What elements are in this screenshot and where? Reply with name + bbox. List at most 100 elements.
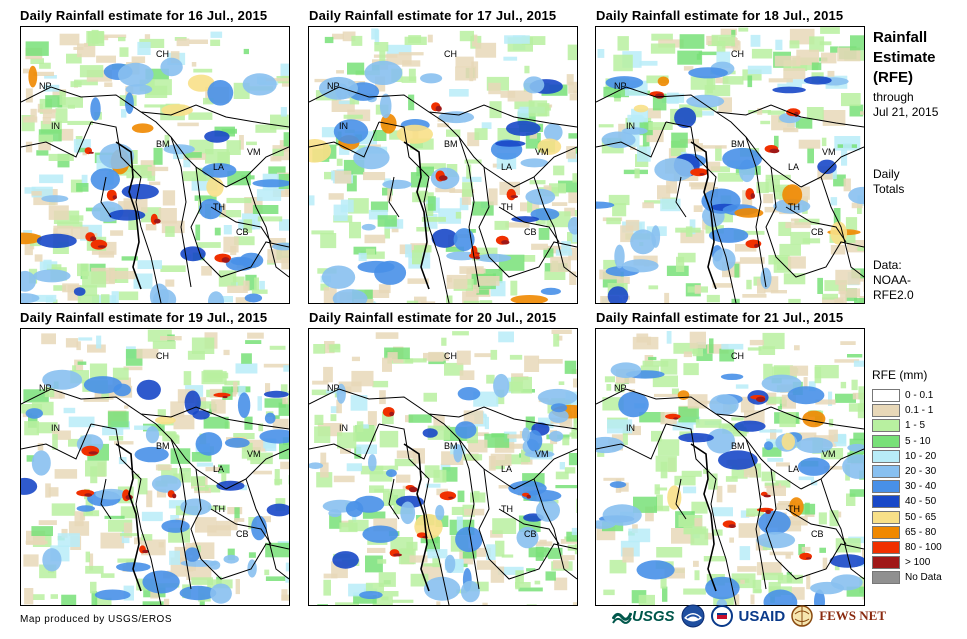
country-label: NP <box>39 81 52 91</box>
panel-title-3: Daily Rainfall estimate for 18 Jul., 201… <box>596 8 844 23</box>
rfe-legend: RFE (mm) 0 - 0.1 0.1 - 1 1 - 5 5 - 10 10 - 2… <box>872 368 942 585</box>
map-panel-3: CH NP IN BM LA VM TH CB <box>595 26 865 304</box>
country-label: LA <box>213 464 224 474</box>
country-label: TH <box>501 504 513 514</box>
legend-item: 1 - 5 <box>872 418 942 433</box>
legend-item: 0 - 0.1 <box>872 388 942 403</box>
panel-title-2: Daily Rainfall estimate for 17 Jul., 201… <box>309 8 557 23</box>
legend-item: 5 - 10 <box>872 434 942 449</box>
data-label: Data: <box>873 258 902 272</box>
country-label: VM <box>535 449 549 459</box>
country-label: IN <box>626 121 635 131</box>
legend-label: 10 - 20 <box>905 450 937 462</box>
country-label: CH <box>156 49 169 59</box>
through-date: Jul 21, 2015 <box>873 105 939 119</box>
totals-label: Totals <box>873 182 905 196</box>
country-label: IN <box>339 423 348 433</box>
country-label: BM <box>156 441 170 451</box>
country-label: NP <box>39 383 52 393</box>
usgs-wave-icon <box>612 612 632 624</box>
country-label: CH <box>444 49 457 59</box>
panel-title-5: Daily Rainfall estimate for 20 Jul., 201… <box>309 310 557 325</box>
country-label: NP <box>327 383 340 393</box>
legend-label: 30 - 40 <box>905 481 937 493</box>
legend-swatch <box>872 540 900 554</box>
legend-label: No Data <box>905 572 942 584</box>
legend-label: 40 - 50 <box>905 496 937 508</box>
country-label: VM <box>535 147 549 157</box>
country-label: LA <box>501 464 512 474</box>
map-panel-4: CH NP IN BM LA VM TH CB <box>20 328 290 606</box>
legend-label: 65 - 80 <box>905 526 937 538</box>
legend-item: 10 - 20 <box>872 449 942 464</box>
country-label: BM <box>156 139 170 149</box>
noaa-icon <box>681 604 705 628</box>
country-label: CB <box>811 227 824 237</box>
legend-label: 20 - 30 <box>905 466 937 478</box>
usgs-text: USGS <box>632 607 675 625</box>
through-block: through Jul 21, 2015 <box>873 90 938 120</box>
rainfall-map: CH NP IN BM LA VM TH CB <box>596 27 864 303</box>
legend-swatch <box>872 419 900 433</box>
data-source-block: Data: NOAA- RFE2.0 <box>873 258 914 303</box>
legend-label: > 100 <box>905 557 931 569</box>
fewsnet-text: FEWS NET <box>819 608 887 623</box>
country-label: BM <box>731 139 745 149</box>
map-panel-5: CH NP IN BM LA VM TH CB <box>308 328 578 606</box>
country-label: LA <box>213 162 224 172</box>
rainfall-map: CH NP IN BM LA VM TH CB <box>596 329 864 605</box>
daily-totals-block: Daily Totals <box>873 167 904 197</box>
country-label: IN <box>51 423 60 433</box>
legend-item: 40 - 50 <box>872 494 942 509</box>
legend-item: > 100 <box>872 555 942 570</box>
country-label: VM <box>822 147 836 157</box>
source-line2: RFE2.0 <box>873 288 914 302</box>
panel-title-6: Daily Rainfall estimate for 21 Jul., 201… <box>596 310 844 325</box>
legend-item: 0.1 - 1 <box>872 403 942 418</box>
rfe-title-line3: (RFE) <box>873 69 913 86</box>
legend-item: 20 - 30 <box>872 464 942 479</box>
legend-swatch <box>872 556 900 570</box>
country-label: VM <box>822 449 836 459</box>
usgs-logo: USGS <box>612 607 675 625</box>
country-label: NP <box>327 81 340 91</box>
panel-title-4: Daily Rainfall estimate for 19 Jul., 201… <box>20 310 268 325</box>
rfe-title-line1: Rainfall <box>873 29 928 46</box>
country-label: NP <box>614 81 627 91</box>
legend-item: 30 - 40 <box>872 479 942 494</box>
country-label: CB <box>524 227 537 237</box>
country-label: BM <box>444 441 458 451</box>
legend-swatch <box>872 480 900 494</box>
country-label: TH <box>213 202 225 212</box>
legend-item: No Data <box>872 570 942 585</box>
usaid-logo: USAID <box>739 608 786 625</box>
map-panel-1: CH NP IN BM LA VM TH CB <box>20 26 290 304</box>
country-label: CH <box>731 49 744 59</box>
rainfall-map: CH NP IN BM LA VM TH CB <box>309 329 577 605</box>
legend-swatch <box>872 404 900 418</box>
country-label: IN <box>626 423 635 433</box>
country-label: CH <box>444 351 457 361</box>
map-panel-6: CH NP IN BM LA VM TH CB <box>595 328 865 606</box>
legend-swatch <box>872 571 900 585</box>
country-label: LA <box>788 464 799 474</box>
legend-title: RFE (mm) <box>872 368 928 382</box>
daily-label: Daily <box>873 167 900 181</box>
legend-swatch <box>872 510 900 524</box>
fewsnet-globe-icon <box>791 605 813 627</box>
country-label: BM <box>444 139 458 149</box>
country-label: TH <box>788 504 800 514</box>
country-label: CB <box>524 529 537 539</box>
legend-swatch <box>872 525 900 539</box>
country-label: CB <box>236 529 249 539</box>
panel-title-1: Daily Rainfall estimate for 16 Jul., 201… <box>20 8 268 23</box>
through-label: through <box>873 90 914 104</box>
rainfall-map: CH NP IN BM LA VM TH CB <box>21 27 289 303</box>
map-credit: Map produced by USGS/EROS <box>20 614 173 625</box>
rainfall-map: CH NP IN BM LA VM TH CB <box>309 27 577 303</box>
usaid-seal-icon <box>710 605 733 627</box>
country-label: CB <box>236 227 249 237</box>
country-label: IN <box>51 121 60 131</box>
country-label: CH <box>731 351 744 361</box>
country-label: VM <box>247 449 261 459</box>
